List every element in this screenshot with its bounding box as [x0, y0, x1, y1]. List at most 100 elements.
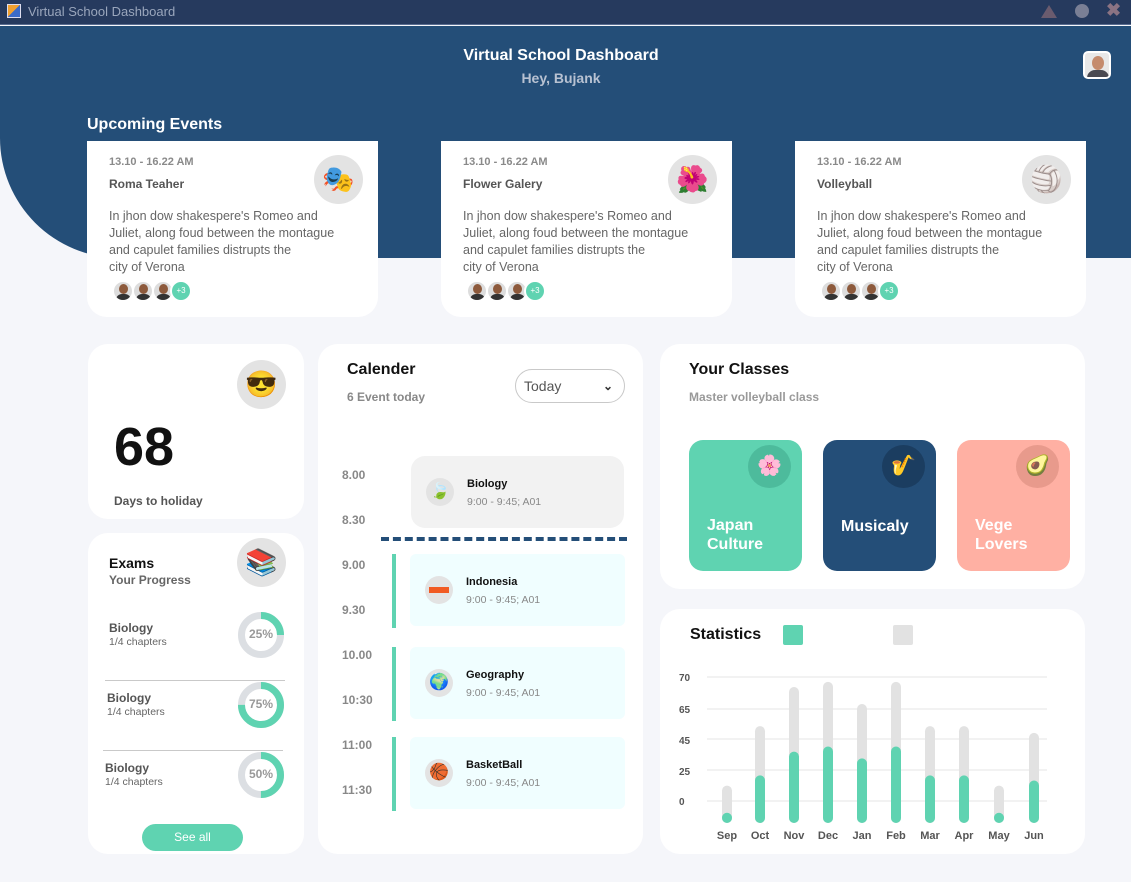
books-icon: 📚	[237, 538, 286, 587]
user-avatar[interactable]	[1083, 51, 1111, 79]
class-tile[interactable]: 🥑 Vege Lovers	[957, 440, 1070, 571]
date-filter-select[interactable]: Today ⌄	[515, 369, 625, 403]
x-tick-label: Dec	[818, 830, 838, 842]
flower-icon: 🌺	[668, 155, 717, 204]
exams-title: Exams	[109, 555, 155, 571]
days-to-holiday-label: Days to holiday	[114, 494, 203, 508]
event-indicator	[392, 554, 396, 628]
minimize-button[interactable]	[1041, 5, 1057, 18]
event-card[interactable]: 13.10 - 16.22 AM Volleyball In jhon dow …	[795, 141, 1086, 317]
calendar-card: Calender 6 Event today Today ⌄ 8.00 8.30…	[318, 344, 643, 854]
exams-card: 📚 Exams Your Progress Biology 1/4 chapte…	[88, 533, 304, 854]
event-name: Geography	[466, 669, 525, 681]
event-time: 9:00 - 9:45; A01	[466, 594, 541, 606]
exams-subtitle: Your Progress	[109, 573, 191, 587]
leaf-icon: 🍃	[426, 478, 454, 506]
classes-subtitle: Master volleyball class	[689, 390, 820, 404]
exam-subject: Biology	[109, 621, 153, 635]
time-label: 10:30	[342, 693, 373, 707]
x-tick-label: Oct	[751, 830, 770, 842]
see-all-button[interactable]: See all	[142, 824, 243, 851]
flag-icon	[425, 576, 453, 604]
sunglasses-emoji-icon: 😎	[237, 360, 286, 409]
legend-swatch[interactable]	[783, 625, 803, 645]
chart-bar	[959, 775, 969, 823]
chart-bar	[722, 812, 732, 823]
y-tick-label: 45	[679, 736, 691, 747]
classes-card: Your Classes Master volleyball class 🌸 J…	[660, 344, 1085, 589]
chevron-down-icon: ⌄	[602, 379, 613, 393]
flower-icon: 🌸	[748, 445, 791, 488]
exam-progress-row[interactable]: Biology 1/4 chapters 25%	[105, 611, 285, 681]
window-title: Virtual School Dashboard	[28, 4, 176, 19]
event-time: 13.10 - 16.22 AM	[109, 156, 194, 168]
calendar-subtitle: 6 Event today	[347, 390, 426, 404]
exam-progress-row[interactable]: Biology 1/4 chapters 75%	[103, 681, 284, 751]
progress-percent: 50%	[248, 767, 274, 781]
progress-percent: 75%	[248, 697, 274, 711]
maximize-button[interactable]	[1075, 4, 1089, 18]
attendee-avatar	[840, 280, 862, 302]
statistics-chart: 70 65 45 25 0 Sep Oct Nov Dec Jan Feb Mar Apr May Jun	[679, 673, 1047, 842]
time-label: 11:00	[342, 738, 373, 752]
divider	[103, 750, 283, 751]
more-attendees-badge[interactable]: +3	[878, 280, 900, 302]
x-tick-label: Jan	[853, 830, 872, 842]
date-filter-value: Today	[524, 378, 562, 394]
x-tick-label: Mar	[920, 830, 940, 842]
attendee-avatar	[466, 280, 488, 302]
class-name: Japan Culture	[707, 517, 763, 553]
divider	[105, 680, 285, 681]
class-tile[interactable]: 🌸 Japan Culture	[689, 440, 802, 571]
time-label: 9.00	[342, 558, 366, 572]
x-tick-label: May	[988, 830, 1010, 842]
class-tile[interactable]: 🎷 Musicaly	[823, 440, 936, 571]
time-label: 10.00	[342, 648, 373, 662]
exam-subject: Biology	[105, 761, 149, 775]
event-name: BasketBall	[466, 759, 523, 771]
exam-chapters: 1/4 chapters	[109, 636, 167, 648]
saxophone-icon: 🎷	[882, 445, 925, 488]
more-attendees-badge[interactable]: +3	[524, 280, 546, 302]
event-time: 13.10 - 16.22 AM	[463, 156, 548, 168]
window-titlebar: Virtual School Dashboard ✖	[0, 0, 1131, 25]
current-time-line	[381, 537, 627, 541]
event-time: 9:00 - 9:45; A01	[466, 687, 541, 699]
event-name: Volleyball	[817, 177, 873, 191]
chart-bar	[891, 746, 901, 823]
event-description: In jhon dow shakespere's Romeo and Julie…	[817, 209, 1043, 274]
chart-bar	[857, 758, 867, 823]
more-attendees-badge[interactable]: +3	[170, 280, 192, 302]
calendar-event[interactable]: Indonesia 9:00 - 9:45; A01	[410, 554, 625, 626]
event-name: Indonesia	[466, 576, 518, 588]
event-time: 13.10 - 16.22 AM	[817, 156, 902, 168]
calendar-title: Calender	[347, 361, 416, 378]
statistics-title: Statistics	[690, 626, 762, 643]
attendee-avatar	[132, 280, 154, 302]
attendee-avatar	[112, 280, 134, 302]
close-button[interactable]: ✖	[1106, 0, 1122, 20]
chart-bar	[789, 751, 799, 823]
theater-masks-icon: 🎭	[314, 155, 363, 204]
event-card[interactable]: 13.10 - 16.22 AM Roma Teaher In jhon dow…	[87, 141, 378, 317]
event-time: 9:00 - 9:45; A01	[466, 777, 541, 789]
volleyball-icon: 🏐	[1022, 155, 1071, 204]
progress-percent: 25%	[248, 627, 274, 641]
calendar-event[interactable]: 🌍 Geography 9:00 - 9:45; A01	[410, 647, 625, 719]
calendar-event[interactable]: 🍃 Biology 9:00 - 9:45; A01	[411, 456, 624, 528]
event-card[interactable]: 13.10 - 16.22 AM Flower Galery In jhon d…	[441, 141, 732, 317]
x-tick-label: Sep	[717, 830, 737, 842]
x-tick-label: Feb	[886, 830, 906, 842]
upcoming-events-title: Upcoming Events	[87, 116, 223, 133]
event-time: 9:00 - 9:45; A01	[467, 496, 542, 508]
legend-swatch[interactable]	[893, 625, 913, 645]
time-label: 11:30	[342, 783, 373, 797]
x-tick-label: Nov	[784, 830, 806, 842]
y-tick-label: 65	[679, 705, 691, 716]
chart-bar	[1029, 780, 1039, 823]
exam-chapters: 1/4 chapters	[107, 706, 165, 718]
basketball-icon: 🏀	[425, 759, 453, 787]
time-label: 8.00	[342, 468, 366, 482]
exam-progress-row[interactable]: Biology 1/4 chapters 50%	[101, 751, 284, 821]
calendar-event[interactable]: 🏀 BasketBall 9:00 - 9:45; A01	[410, 737, 625, 809]
